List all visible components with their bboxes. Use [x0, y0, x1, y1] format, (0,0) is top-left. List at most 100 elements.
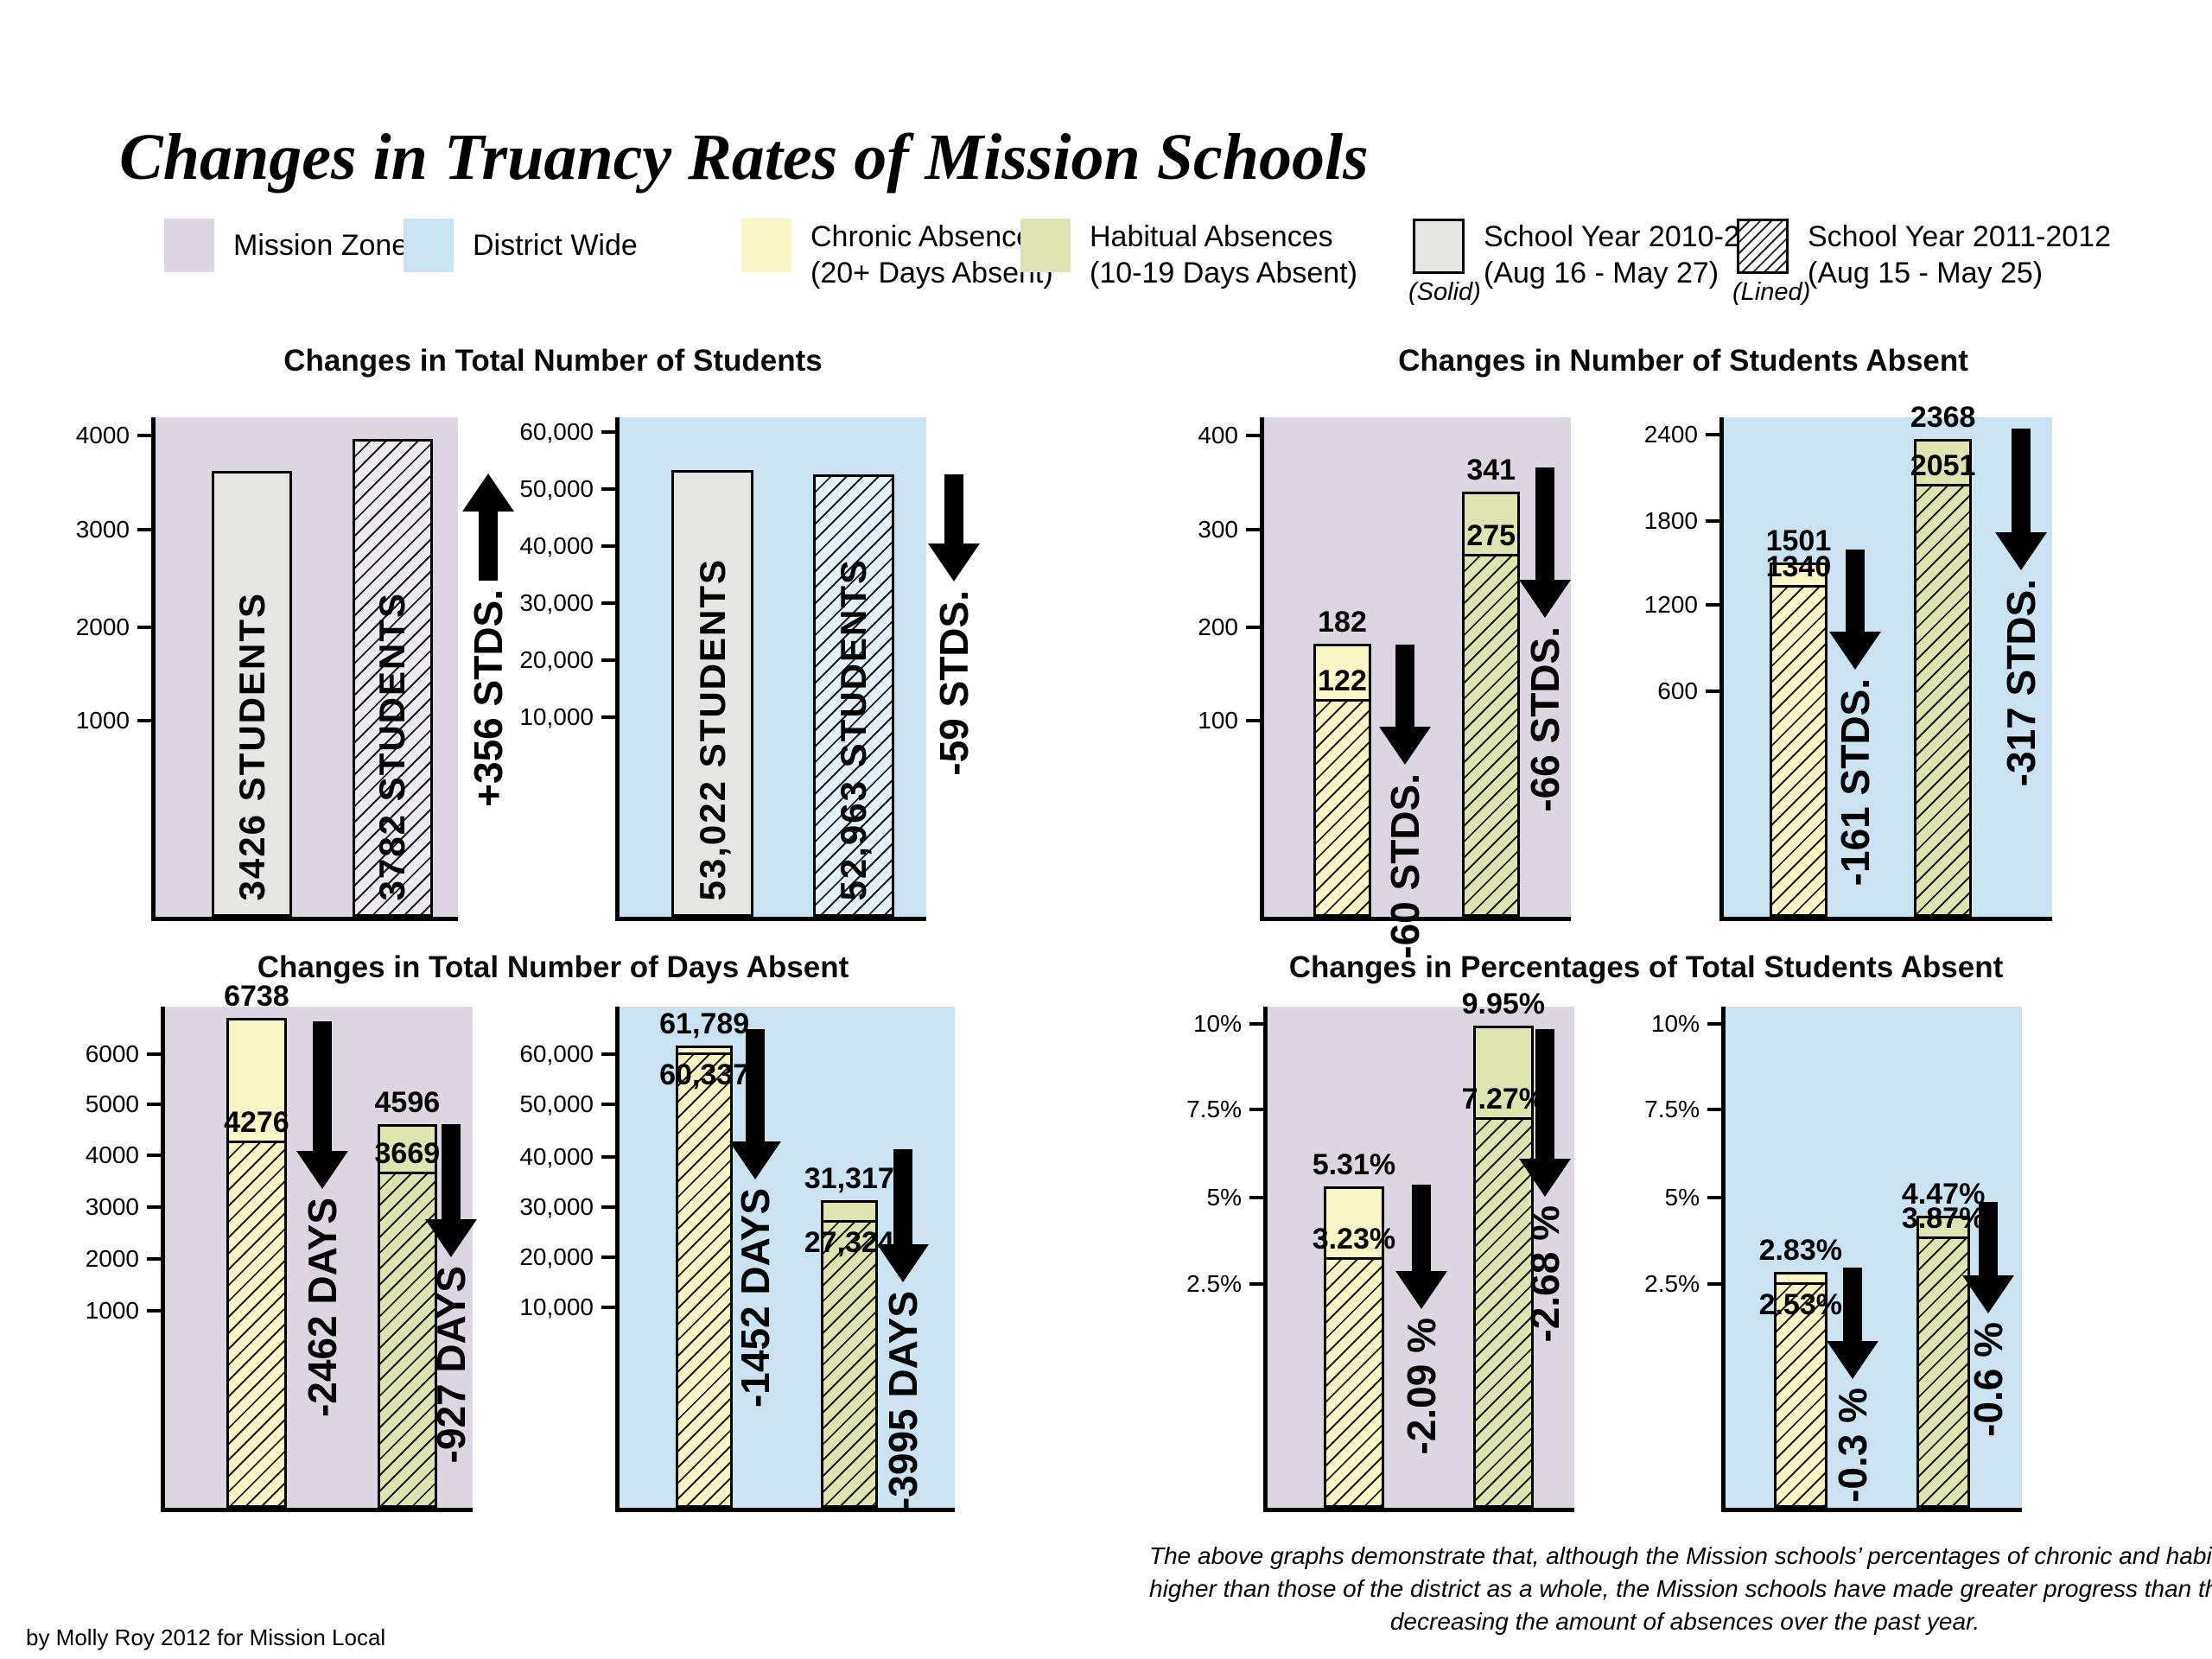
bar-hatch-value-label: 275: [1466, 518, 1516, 552]
axis-tick-label: 50,000: [519, 475, 594, 503]
arrow-down-icon: [927, 474, 980, 582]
arrow-shaft: [2011, 428, 2031, 532]
legend-label: Chronic Absences (20+ Days Absent): [810, 220, 1053, 289]
arrow-head: [1395, 1270, 1447, 1309]
change-annotation: -2.09 %: [1395, 1184, 1447, 1455]
axis-tick-label: 400: [1198, 422, 1238, 449]
arrow-value-label: -2462 DAYS: [299, 1198, 345, 1418]
lined-note: (Lined): [1732, 278, 1811, 306]
axis-tick: 1200: [1644, 591, 1719, 619]
axis-tick-mark-icon: [1707, 1108, 1721, 1112]
axis-tick-label: 100: [1198, 707, 1238, 734]
axis-tick: 2400: [1644, 421, 1719, 448]
bar-hatch-value-label: 4276: [224, 1105, 289, 1139]
axis-tick-mark-icon: [601, 544, 615, 549]
legend-item-chronic-absences: Chronic Absences (20+ Days Absent): [741, 219, 1053, 291]
axis-tick-label: 5%: [1206, 1183, 1242, 1211]
axis-tick: 400: [1198, 422, 1260, 449]
legend-label: Mission Zone: [233, 229, 409, 262]
axis-tick-mark-icon: [1246, 528, 1260, 532]
change-annotation: -1452 DAYS: [729, 1029, 782, 1408]
axis-tick-label: 10%: [1650, 1010, 1700, 1038]
axis-tick-label: 40,000: [519, 1143, 594, 1170]
axis-tick-label: 60,000: [519, 1040, 594, 1068]
chart-panel-district: 2400 1800 1200 600 1501 1340 2368 2051 -161 STDS…: [1644, 401, 2052, 921]
arrow-shaft: [312, 1021, 332, 1152]
chart-panel-district: 10% 7.5% 5% 2.5% 2.83% 2.53% 4.47% 3.87% -0.3 % -…: [1644, 1007, 2022, 1512]
axis-tick-label: 4000: [75, 422, 130, 449]
bar-hatched-segment: 4276: [224, 1106, 289, 1505]
arrow-value-label: -60 STDS.: [1382, 772, 1428, 959]
axis-tick-label: 5000: [85, 1090, 139, 1118]
arrow-shaft: [746, 1029, 766, 1142]
axis-tick: 2.5%: [1644, 1270, 1721, 1298]
axis-tick-label: 60,000: [519, 418, 594, 446]
axis-tick-mark-icon: [1246, 625, 1260, 629]
byline: by Molly Roy 2012 for Mission Local: [26, 1624, 386, 1650]
axis-tick-label: 30,000: [519, 589, 594, 617]
axis-tick-mark-icon: [147, 1309, 161, 1313]
legend-label: Habitual Absences (10-19 Days Absent): [1090, 220, 1357, 289]
axis-tick-label: 5%: [1664, 1183, 1700, 1211]
change-annotation: -66 STDS.: [1518, 467, 1571, 812]
axis-tick: 3000: [76, 516, 151, 543]
axis-tick-mark-icon: [147, 1154, 161, 1158]
axis-tick-mark-icon: [1246, 719, 1260, 723]
axis-tick: 2000: [86, 1245, 161, 1273]
axis-tick: 100: [1198, 707, 1260, 734]
bar-chronic: 182 122: [1313, 606, 1372, 917]
axis-tick: 5000: [86, 1090, 161, 1118]
bar-inner-label: 52,963 STUDENTS: [832, 557, 874, 900]
axis-tick-label: 20,000: [519, 1243, 594, 1270]
arrow-head: [927, 543, 980, 582]
arrow-down-icon: [1994, 428, 2047, 570]
axis-tick-label: 10,000: [519, 1294, 594, 1320]
axis-tick: 10,000: [519, 703, 615, 731]
arrow-head: [1961, 1275, 2014, 1314]
axis-tick-mark-icon: [601, 1103, 615, 1107]
axis-tick-mark-icon: [1707, 1022, 1721, 1027]
bar-value-label: 4.47%: [1901, 1177, 1986, 1211]
bar-habitual: 4.47% 3.87%: [1902, 1178, 1985, 1508]
page-title: Changes in Truancy Rates of Mission Scho…: [119, 120, 1369, 194]
change-annotation: -60 STDS.: [1379, 644, 1432, 959]
axis-tick: 200: [1198, 613, 1260, 641]
arrow-value-label: -317 STDS.: [1998, 578, 2044, 787]
arrow-value-label: -2.09 %: [1398, 1317, 1444, 1455]
bar-hatched-segment: 2.53%: [1759, 1282, 1842, 1505]
axis-tick-mark-icon: [1707, 1281, 1721, 1286]
bar-value-label: 2.83%: [1758, 1234, 1842, 1268]
change-annotation: -2462 DAYS: [296, 1021, 348, 1417]
bar-value-label: 9.95%: [1461, 988, 1545, 1021]
axis-tick-label: 2.5%: [1186, 1269, 1242, 1297]
bar-value-label: 31,317: [804, 1162, 894, 1196]
axis-tick: 30,000: [519, 589, 615, 617]
axis-tick-label: 1800: [1643, 506, 1698, 534]
chart-panel-mission: 10% 7.5% 5% 2.5% 5.31% 3.23% 9.95% 7.27% -2.09 %…: [1186, 988, 1574, 1512]
bar-hatch-value-label: 3.87%: [1901, 1201, 1986, 1235]
axis-tick: 40,000: [519, 1143, 615, 1171]
axis-tick-label: 200: [1198, 613, 1238, 640]
bar-chronic: 61,789 60,337: [659, 1007, 749, 1508]
axis-tick-label: 20,000: [519, 645, 594, 673]
arrow-up-icon: [462, 473, 514, 581]
arrow-value-label: -927 DAYS: [429, 1266, 474, 1464]
arrow-shaft: [1846, 550, 1865, 632]
axis-tick-label: 300: [1198, 516, 1238, 543]
arrow-down-icon: [1518, 467, 1571, 618]
chart-panel-mission: 4000 3000 2000 1000 3426 STUDENTS 3782 STUDEN…: [76, 417, 514, 921]
arrow-value-label: -0.3 %: [1830, 1387, 1876, 1503]
change-annotation: -0.6 %: [1961, 1202, 2014, 1437]
axis-tick-mark-icon: [147, 1256, 161, 1261]
axis-tick-mark-icon: [601, 430, 615, 435]
axis-tick-mark-icon: [147, 1205, 161, 1209]
bar-hatched-segment: 60,337: [659, 1052, 749, 1505]
district-wide-swatch-icon: [404, 219, 454, 272]
axis-tick-mark-icon: [601, 1205, 615, 1209]
mission-zone-swatch-icon: [164, 219, 214, 272]
arrow-down-icon: [1829, 550, 1881, 671]
axis-tick-mark-icon: [1249, 1108, 1263, 1112]
arrow-shaft: [1535, 1029, 1555, 1160]
chronic-absences-swatch-icon: [741, 219, 791, 272]
lined-year-swatch-icon: [1737, 219, 1789, 274]
